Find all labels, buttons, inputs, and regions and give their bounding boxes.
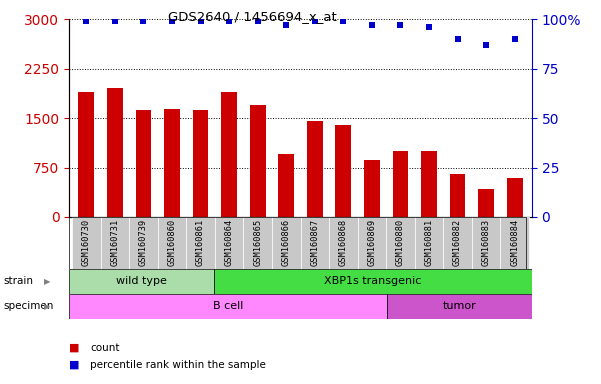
Text: GSM160861: GSM160861	[196, 218, 205, 266]
Text: ▶: ▶	[44, 302, 50, 311]
Bar	[387, 294, 532, 319]
Bar	[364, 160, 380, 217]
Point	[110, 18, 120, 24]
Text: GSM160880: GSM160880	[396, 218, 405, 266]
Point	[281, 22, 291, 28]
Bar	[501, 217, 529, 269]
Bar	[69, 269, 214, 294]
Bar	[164, 109, 180, 217]
Text: GSM160883: GSM160883	[481, 218, 490, 266]
Bar	[243, 217, 272, 269]
Point	[367, 22, 377, 28]
Bar	[78, 92, 94, 217]
Bar	[478, 189, 494, 217]
Text: GSM160882: GSM160882	[453, 218, 462, 266]
Point	[453, 36, 462, 42]
Bar	[300, 217, 329, 269]
Bar	[358, 217, 386, 269]
Point	[338, 18, 348, 24]
Point	[167, 18, 177, 24]
Bar	[186, 217, 215, 269]
Bar	[69, 294, 387, 319]
Point	[310, 18, 320, 24]
Bar	[221, 93, 237, 217]
Point	[253, 18, 263, 24]
Bar	[100, 217, 129, 269]
Point	[196, 18, 206, 24]
Bar	[307, 121, 323, 217]
Text: GSM160860: GSM160860	[168, 218, 177, 266]
Text: GSM160864: GSM160864	[225, 218, 234, 266]
Text: GSM160731: GSM160731	[111, 218, 120, 266]
Bar	[107, 88, 123, 217]
Text: ■: ■	[69, 360, 79, 370]
Bar	[421, 151, 437, 217]
Point	[82, 18, 91, 24]
Bar	[278, 154, 294, 217]
Text: ■: ■	[69, 343, 79, 353]
Text: wild type: wild type	[116, 276, 167, 286]
Bar	[329, 217, 358, 269]
Text: GSM160881: GSM160881	[424, 218, 433, 266]
Point	[224, 18, 234, 24]
Point	[424, 24, 434, 30]
Bar	[450, 174, 465, 217]
Text: count: count	[90, 343, 120, 353]
Text: specimen: specimen	[3, 301, 53, 311]
Bar	[392, 151, 408, 217]
Text: strain: strain	[3, 276, 33, 286]
Text: GSM160868: GSM160868	[339, 218, 348, 266]
Bar	[250, 105, 266, 217]
Bar	[129, 217, 157, 269]
Bar	[472, 217, 501, 269]
Text: tumor: tumor	[443, 301, 477, 311]
Text: XBP1s transgenic: XBP1s transgenic	[324, 276, 421, 286]
Bar	[415, 217, 444, 269]
Text: GSM160730: GSM160730	[82, 218, 91, 266]
Bar	[136, 110, 151, 217]
Point	[481, 42, 491, 48]
Bar	[193, 109, 209, 217]
Text: GSM160739: GSM160739	[139, 218, 148, 266]
Text: B cell: B cell	[213, 301, 243, 311]
Bar	[444, 217, 472, 269]
Bar	[157, 217, 186, 269]
Bar	[507, 178, 523, 217]
Bar	[335, 125, 351, 217]
Bar	[72, 217, 100, 269]
Bar	[215, 217, 243, 269]
Bar	[214, 269, 532, 294]
Bar	[386, 217, 415, 269]
Text: GSM160867: GSM160867	[310, 218, 319, 266]
Point	[139, 18, 148, 24]
Text: percentile rank within the sample: percentile rank within the sample	[90, 360, 266, 370]
Text: GSM160869: GSM160869	[367, 218, 376, 266]
Point	[395, 22, 405, 28]
Text: GSM160884: GSM160884	[510, 218, 519, 266]
Point	[510, 36, 519, 42]
Text: GDS2640 / 1456694_x_at: GDS2640 / 1456694_x_at	[168, 10, 337, 23]
Text: GSM160866: GSM160866	[282, 218, 291, 266]
Bar	[272, 217, 300, 269]
Text: ▶: ▶	[44, 277, 50, 286]
Text: GSM160865: GSM160865	[253, 218, 262, 266]
